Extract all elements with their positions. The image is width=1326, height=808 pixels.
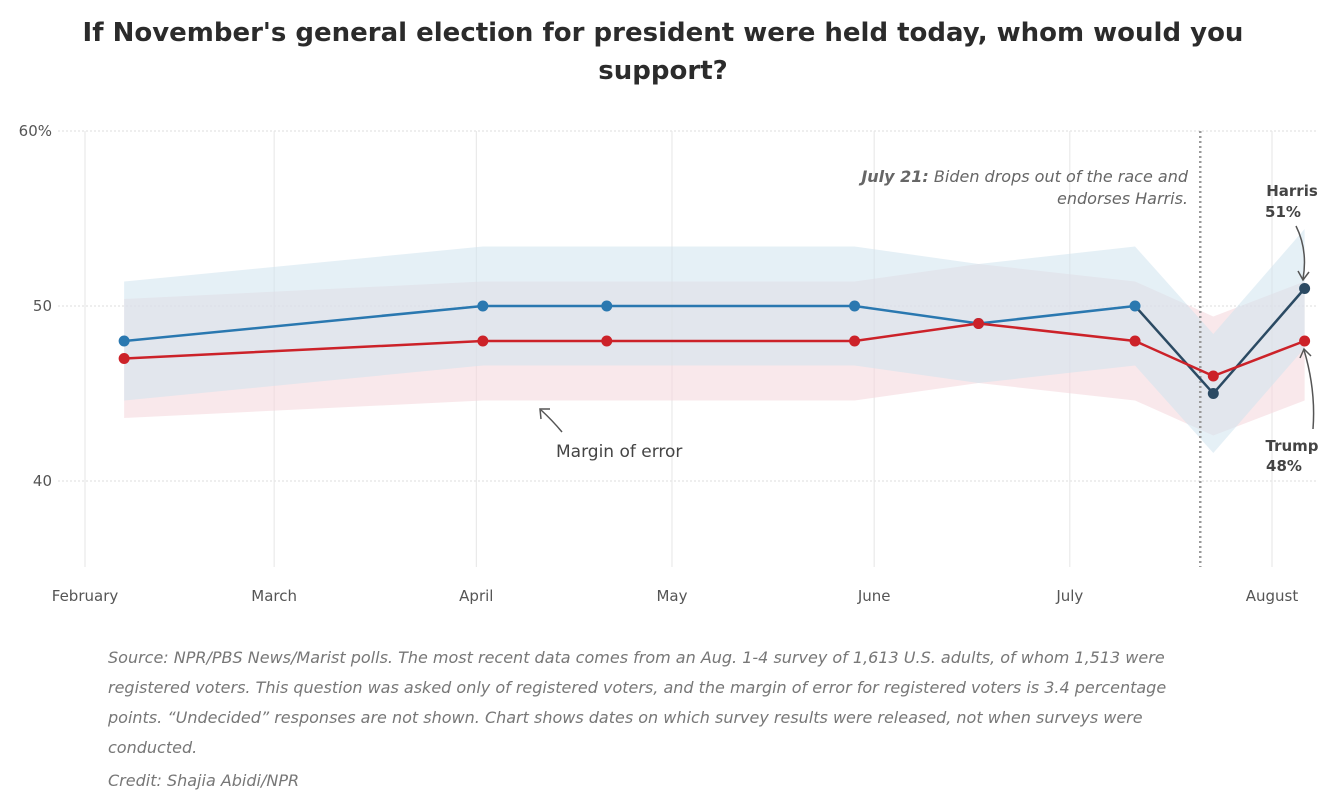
chart-title: If November's general election for presi… (82, 18, 1244, 86)
rep-series-line (124, 322, 1306, 378)
x-tick-label: March (251, 587, 297, 605)
dem-point (1129, 300, 1141, 312)
x-tick-label: February (52, 587, 119, 605)
credit-line: Credit: Shajia Abidi/NPR (108, 771, 300, 790)
x-tick-label: April (459, 587, 493, 605)
dem-point (1299, 283, 1311, 294)
rep-point (849, 335, 861, 347)
harris-arrow (1295, 225, 1306, 280)
y-tick-label: 60% (19, 122, 52, 140)
trump-value-label: 48% (1266, 457, 1302, 475)
margin-arrow (540, 409, 563, 433)
margin-of-error-label: Margin of error (556, 442, 682, 462)
x-tick-label: July (1055, 587, 1083, 605)
trump-arrow (1303, 349, 1315, 430)
harris-arrowhead (1297, 270, 1310, 282)
event-annotation-line1: July 21: Biden drops out of the race and (858, 167, 1189, 186)
harris-label: Harris (1266, 182, 1318, 200)
y-tick-label: 40 (33, 472, 52, 490)
rep-point (118, 353, 130, 364)
dem-point (601, 300, 613, 312)
event-annotation-text: Biden drops out of the race and (929, 167, 1189, 186)
x-tick-label: June (857, 587, 891, 605)
x-tick-label: May (656, 587, 687, 605)
dem-point (849, 300, 861, 312)
source-note: Source: NPR/PBS News/Marist polls. The m… (108, 648, 1167, 757)
rep-point (477, 335, 489, 347)
dem-point (1207, 388, 1219, 399)
rep-point (1207, 370, 1219, 382)
event-annotation-date: July 21: (858, 167, 929, 186)
rep-point (601, 335, 613, 347)
dem-point (477, 300, 489, 312)
series-points (118, 283, 1311, 399)
harris-value-label: 51% (1265, 203, 1301, 221)
dem-point (118, 335, 130, 347)
trump-arrowhead (1299, 347, 1312, 359)
margin-arrowhead (539, 408, 550, 420)
event-annotation-line2: endorses Harris. (1057, 189, 1188, 208)
rep-point (1299, 335, 1311, 347)
trump-label: Trump (1265, 437, 1318, 455)
dem-series-line (124, 304, 1136, 343)
rep-point (973, 318, 985, 329)
election-line-chart: 40 50 60% February March April May June July Augu… (19, 122, 1319, 605)
chart-labels: 40 50 60% February March April May June July Augu… (19, 122, 1319, 605)
x-tick-label: August (1246, 587, 1299, 605)
y-tick-label: 50 (33, 297, 52, 315)
rep-point (1129, 335, 1141, 347)
